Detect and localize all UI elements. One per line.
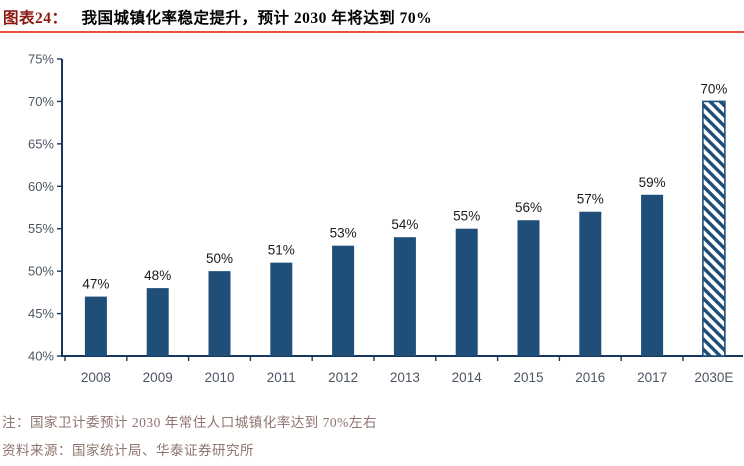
bar: [455, 228, 478, 356]
bar: [208, 271, 231, 356]
x-axis-category-label: 2016: [575, 370, 605, 385]
figure-number-label: 图表24：: [3, 10, 68, 27]
x-axis-category-label: 2014: [452, 370, 483, 385]
bar-value-label: 56%: [515, 200, 542, 215]
y-axis-tick-label: 50%: [28, 264, 54, 279]
bar-value-label: 51%: [268, 243, 295, 258]
x-axis-category-label: 2017: [637, 370, 667, 385]
bar: [84, 296, 107, 356]
bar: [332, 245, 355, 356]
bar: [270, 262, 293, 356]
bar-value-label: 50%: [206, 251, 233, 266]
bar-forecast: [702, 100, 726, 357]
x-axis-category-label: 2015: [513, 370, 543, 385]
y-axis-tick-label: 75%: [28, 52, 54, 67]
bar-value-label: 54%: [391, 217, 418, 232]
bar-value-label: 55%: [453, 209, 480, 224]
bar-value-label: 59%: [639, 175, 666, 190]
bar: [579, 211, 602, 356]
y-axis-tick-label: 45%: [28, 306, 54, 321]
bar-value-label: 48%: [144, 268, 171, 283]
y-axis-tick-label: 60%: [28, 179, 54, 194]
bar-value-label: 70%: [700, 81, 727, 96]
chart-source: 资料来源：国家统计局、华泰证券研究所: [2, 443, 254, 458]
header-divider-line: [0, 31, 744, 33]
bar-value-label: 53%: [330, 226, 357, 241]
figure-title: 我国城镇化率稳定提升，预计 2030 年将达到 70%: [81, 10, 433, 27]
figure-header: 图表24： 我国城镇化率稳定提升，预计 2030 年将达到 70%: [3, 6, 432, 28]
x-axis-category-label: 2009: [143, 370, 173, 385]
y-axis-tick-label: 55%: [28, 221, 54, 236]
bar: [393, 237, 416, 356]
x-axis-category-label: 2008: [81, 370, 111, 385]
bar: [517, 220, 540, 356]
x-axis-category-label: 2011: [267, 370, 296, 385]
bar-value-label: 47%: [82, 277, 109, 292]
y-axis-tick-label: 40%: [28, 349, 54, 364]
x-axis-category-label: 2010: [204, 370, 234, 385]
x-axis-category-label: 2013: [390, 370, 420, 385]
x-axis-category-label: 2030E: [694, 370, 733, 385]
x-axis-category-label: 2012: [328, 370, 358, 385]
bar-value-label: 57%: [577, 192, 604, 207]
bar: [146, 288, 169, 356]
y-axis-tick-label: 70%: [28, 94, 54, 109]
y-axis-tick-label: 65%: [28, 136, 54, 151]
chart-footnote: 注：国家卫计委预计 2030 年常住人口城镇化率达到 70%左右: [2, 415, 377, 430]
bar: [641, 194, 664, 356]
